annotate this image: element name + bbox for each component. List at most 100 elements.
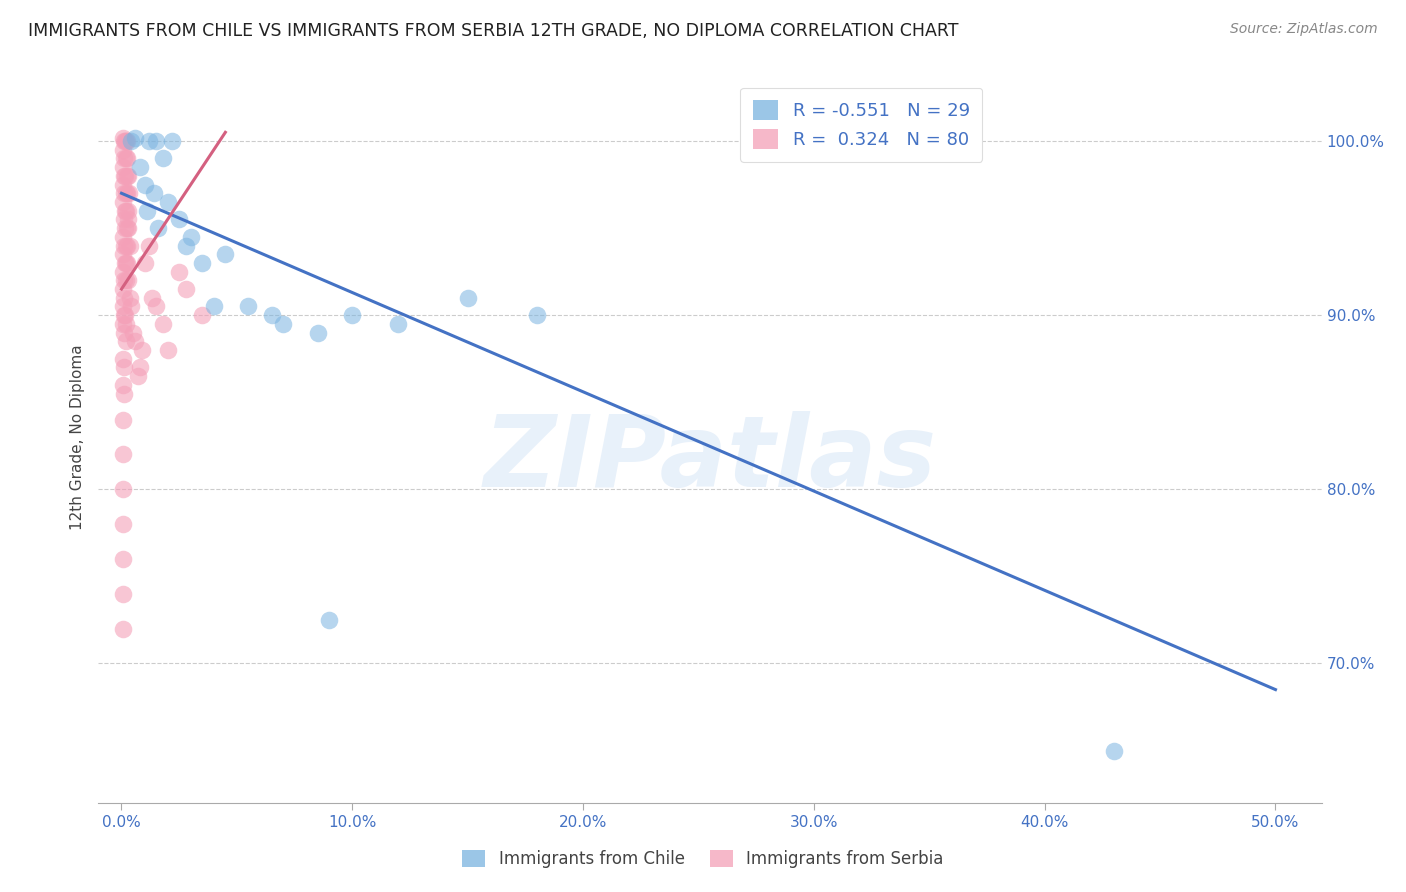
- Point: [114, 134, 136, 148]
- Point: [135, 203, 157, 218]
- Point: [180, 229, 202, 244]
- Point: [112, 247, 135, 261]
- Point: [145, 300, 167, 314]
- Point: [167, 212, 190, 227]
- Point: [318, 613, 340, 627]
- Point: [111, 622, 134, 636]
- Point: [156, 194, 179, 209]
- Point: [115, 317, 138, 331]
- Point: [1102, 743, 1125, 757]
- Text: ZIPatlas: ZIPatlas: [484, 410, 936, 508]
- Point: [118, 238, 141, 252]
- Point: [114, 169, 136, 183]
- Point: [111, 377, 134, 392]
- Point: [111, 351, 134, 366]
- Point: [115, 256, 138, 270]
- Point: [260, 308, 283, 322]
- Point: [122, 326, 145, 340]
- Point: [526, 308, 548, 322]
- Point: [111, 587, 134, 601]
- Point: [117, 221, 139, 235]
- Point: [111, 265, 134, 279]
- Point: [152, 152, 174, 166]
- Point: [111, 130, 134, 145]
- Point: [114, 238, 136, 252]
- Point: [114, 308, 136, 322]
- Point: [152, 317, 174, 331]
- Point: [115, 169, 138, 183]
- Point: [114, 186, 136, 201]
- Point: [115, 203, 138, 218]
- Point: [112, 194, 135, 209]
- Point: [118, 291, 141, 305]
- Point: [112, 134, 135, 148]
- Point: [162, 134, 184, 148]
- Point: [174, 282, 197, 296]
- Point: [191, 308, 214, 322]
- Point: [457, 291, 479, 305]
- Point: [112, 238, 135, 252]
- Point: [129, 360, 152, 375]
- Point: [141, 291, 163, 305]
- Point: [120, 134, 142, 148]
- Point: [387, 317, 409, 331]
- Point: [118, 186, 141, 201]
- Point: [115, 221, 138, 235]
- Point: [114, 221, 136, 235]
- Point: [134, 178, 156, 192]
- Point: [124, 334, 146, 349]
- Point: [111, 229, 134, 244]
- Point: [117, 169, 139, 183]
- Point: [120, 300, 142, 314]
- Point: [111, 160, 134, 174]
- Point: [111, 483, 134, 497]
- Point: [112, 212, 135, 227]
- Point: [145, 134, 167, 148]
- Point: [142, 186, 165, 201]
- Point: [117, 203, 139, 218]
- Point: [191, 256, 214, 270]
- Point: [111, 282, 134, 296]
- Point: [112, 186, 135, 201]
- Point: [174, 238, 197, 252]
- Point: [111, 317, 134, 331]
- Text: Source: ZipAtlas.com: Source: ZipAtlas.com: [1230, 22, 1378, 37]
- Point: [115, 256, 138, 270]
- Point: [112, 143, 135, 157]
- Point: [114, 152, 136, 166]
- Point: [114, 203, 136, 218]
- Point: [115, 152, 138, 166]
- Point: [271, 317, 294, 331]
- Point: [112, 386, 135, 401]
- Point: [112, 291, 135, 305]
- Point: [134, 256, 156, 270]
- Point: [238, 300, 260, 314]
- Point: [117, 212, 139, 227]
- Y-axis label: 12th Grade, No Diploma: 12th Grade, No Diploma: [70, 344, 86, 530]
- Point: [131, 343, 153, 357]
- Point: [342, 308, 364, 322]
- Point: [115, 134, 138, 148]
- Point: [148, 221, 170, 235]
- Point: [214, 247, 236, 261]
- Point: [111, 448, 134, 462]
- Point: [112, 169, 135, 183]
- Point: [138, 238, 160, 252]
- Point: [112, 273, 135, 287]
- Point: [114, 334, 136, 349]
- Point: [117, 238, 139, 252]
- Point: [112, 152, 135, 166]
- Point: [156, 343, 179, 357]
- Point: [117, 186, 139, 201]
- Point: [138, 134, 160, 148]
- Point: [114, 256, 136, 270]
- Legend: Immigrants from Chile, Immigrants from Serbia: Immigrants from Chile, Immigrants from S…: [456, 843, 950, 875]
- Point: [111, 552, 134, 566]
- Point: [124, 130, 146, 145]
- Point: [117, 273, 139, 287]
- Legend: R = -0.551   N = 29, R =  0.324   N = 80: R = -0.551 N = 29, R = 0.324 N = 80: [740, 87, 983, 161]
- Point: [117, 134, 139, 148]
- Point: [114, 273, 136, 287]
- Point: [112, 308, 135, 322]
- Point: [129, 160, 152, 174]
